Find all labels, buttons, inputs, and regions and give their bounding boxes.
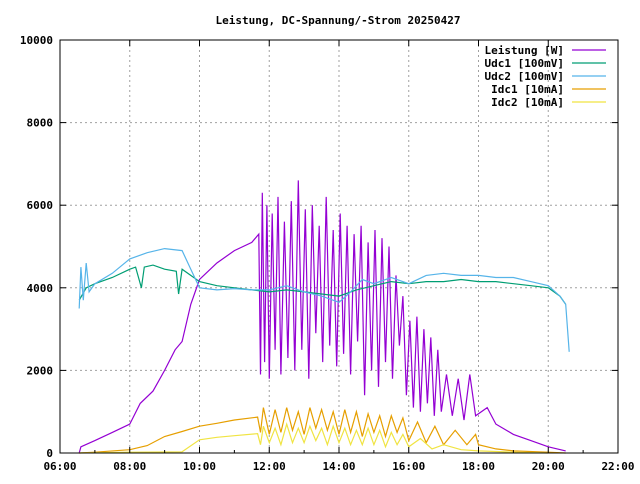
legend-label: Idc2 [10mA]	[491, 96, 564, 109]
y-tick-label: 8000	[27, 117, 54, 130]
legend-label: Leistung [W]	[485, 44, 564, 57]
x-tick-label: 08:00	[113, 460, 146, 473]
x-tick-label: 06:00	[43, 460, 76, 473]
series-line-4	[79, 421, 549, 454]
axes: 06:00 08:00 10:00 12:00 14:00 16:00 18:00 20:00…	[20, 34, 635, 473]
chart-title: Leistung, DC-Spannung/-Strom 20250427	[215, 14, 460, 27]
y-tick-label: 6000	[27, 199, 54, 212]
series-line-0	[78, 180, 566, 454]
x-tick-label: 20:00	[532, 460, 565, 473]
legend-label: Udc1 [100mV]	[485, 57, 564, 70]
x-tick-label: 14:00	[322, 460, 355, 473]
series-line-1	[78, 264, 567, 305]
legend-label: Udc2 [100mV]	[485, 70, 564, 83]
y-tick-label: 2000	[27, 364, 54, 377]
y-tick-label: 10000	[20, 34, 53, 47]
y-tick-label: 4000	[27, 282, 54, 295]
x-tick-label: 10:00	[183, 460, 216, 473]
legend: Leistung [W]Udc1 [100mV]Udc2 [100mV]Idc1…	[485, 44, 606, 109]
series-line-2	[78, 247, 570, 352]
x-tick-label: 12:00	[253, 460, 286, 473]
series-lines	[78, 180, 570, 454]
legend-label: Idc1 [10mA]	[491, 83, 564, 96]
y-tick-label: 0	[46, 447, 53, 460]
x-tick-label: 18:00	[462, 460, 495, 473]
x-tick-label: 22:00	[601, 460, 634, 473]
x-tick-label: 16:00	[392, 460, 425, 473]
